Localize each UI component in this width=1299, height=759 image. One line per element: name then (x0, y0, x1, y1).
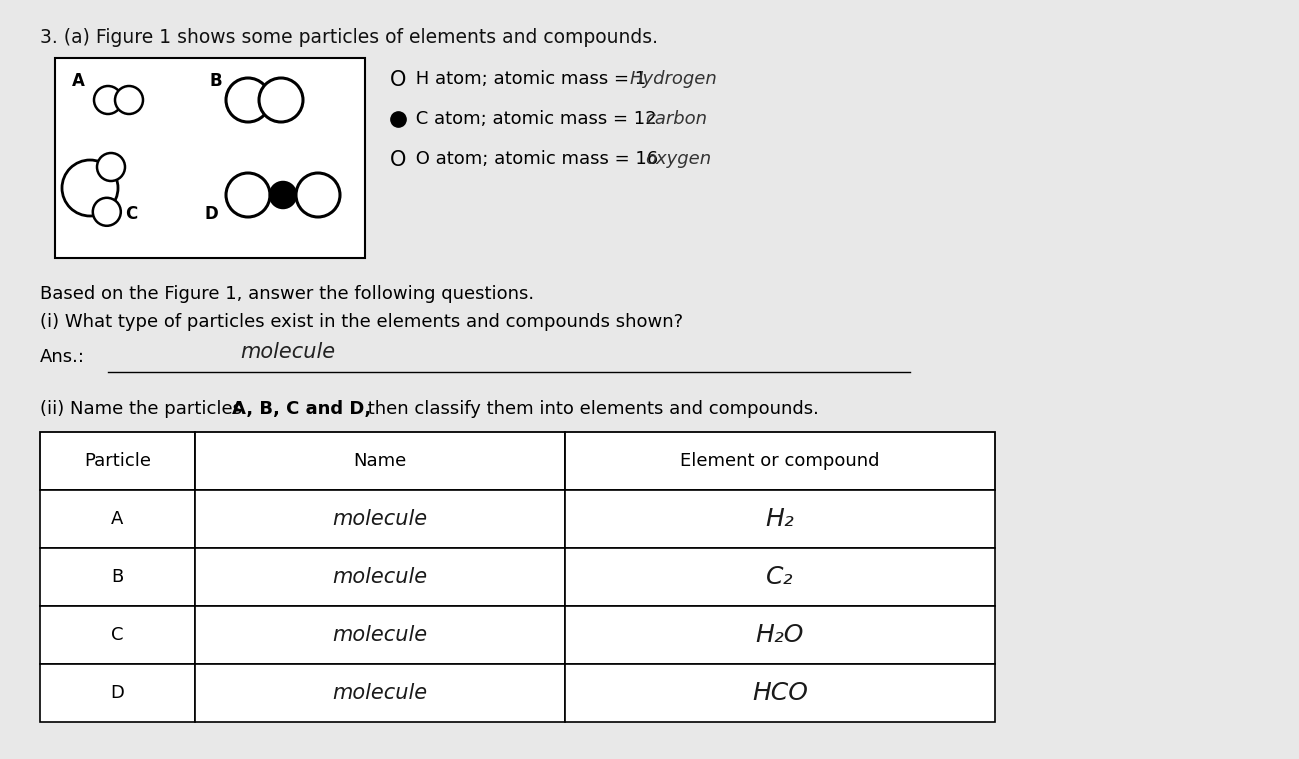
Bar (40, 548, 195, 606)
Text: molecule: molecule (333, 683, 427, 703)
Text: molecule: molecule (240, 342, 335, 362)
Text: C: C (112, 626, 123, 644)
Text: Name: Name (353, 452, 407, 470)
Text: O atom; atomic mass = 16: O atom; atomic mass = 16 (410, 150, 664, 168)
Text: O: O (390, 150, 407, 170)
Circle shape (270, 182, 296, 208)
Text: Particle: Particle (84, 452, 151, 470)
Bar (565, 548, 995, 606)
Text: Hydrogen: Hydrogen (630, 70, 718, 88)
Bar (40, 606, 195, 664)
Bar (195, 548, 565, 606)
Text: molecule: molecule (333, 567, 427, 587)
Text: B: B (112, 568, 123, 586)
Text: HCO: HCO (752, 681, 808, 705)
Text: A: A (112, 510, 123, 528)
Bar (40, 490, 195, 548)
Text: D: D (110, 684, 125, 702)
Text: C atom; atomic mass = 12: C atom; atomic mass = 12 (410, 110, 662, 128)
Bar (565, 432, 995, 490)
Circle shape (226, 78, 270, 122)
Circle shape (259, 78, 303, 122)
Text: oxygen: oxygen (646, 150, 711, 168)
Bar (40, 664, 195, 722)
Bar (565, 664, 995, 722)
Text: (ii) Name the particles: (ii) Name the particles (40, 400, 248, 418)
Circle shape (296, 173, 340, 217)
Bar (55, 58, 365, 258)
Text: H₂: H₂ (765, 507, 795, 531)
Circle shape (62, 160, 118, 216)
Text: Element or compound: Element or compound (681, 452, 879, 470)
Bar (565, 490, 995, 548)
Bar (195, 606, 565, 664)
Text: Ans.:: Ans.: (40, 348, 84, 366)
Text: (i) What type of particles exist in the elements and compounds shown?: (i) What type of particles exist in the … (40, 313, 683, 331)
Text: H atom; atomic mass = 1: H atom; atomic mass = 1 (410, 70, 652, 88)
Circle shape (97, 153, 125, 181)
Bar (565, 606, 995, 664)
Circle shape (116, 86, 143, 114)
Bar (195, 432, 565, 490)
Text: D: D (205, 205, 218, 223)
Text: then classify them into elements and compounds.: then classify them into elements and com… (362, 400, 818, 418)
Text: 3. (a) Figure 1 shows some particles of elements and compounds.: 3. (a) Figure 1 shows some particles of … (40, 28, 659, 47)
Text: carbon: carbon (646, 110, 707, 128)
Text: molecule: molecule (333, 625, 427, 645)
Text: A: A (71, 72, 84, 90)
Bar (40, 432, 195, 490)
Text: C: C (125, 205, 138, 223)
Circle shape (94, 86, 122, 114)
Circle shape (92, 198, 121, 225)
Circle shape (226, 173, 270, 217)
Bar (195, 490, 565, 548)
Text: H₂O: H₂O (756, 623, 804, 647)
Text: O: O (390, 70, 407, 90)
Text: C₂: C₂ (766, 565, 794, 589)
Text: A, B, C and D,: A, B, C and D, (233, 400, 372, 418)
Bar (195, 664, 565, 722)
Text: molecule: molecule (333, 509, 427, 529)
Text: B: B (210, 72, 222, 90)
Text: Based on the Figure 1, answer the following questions.: Based on the Figure 1, answer the follow… (40, 285, 534, 303)
